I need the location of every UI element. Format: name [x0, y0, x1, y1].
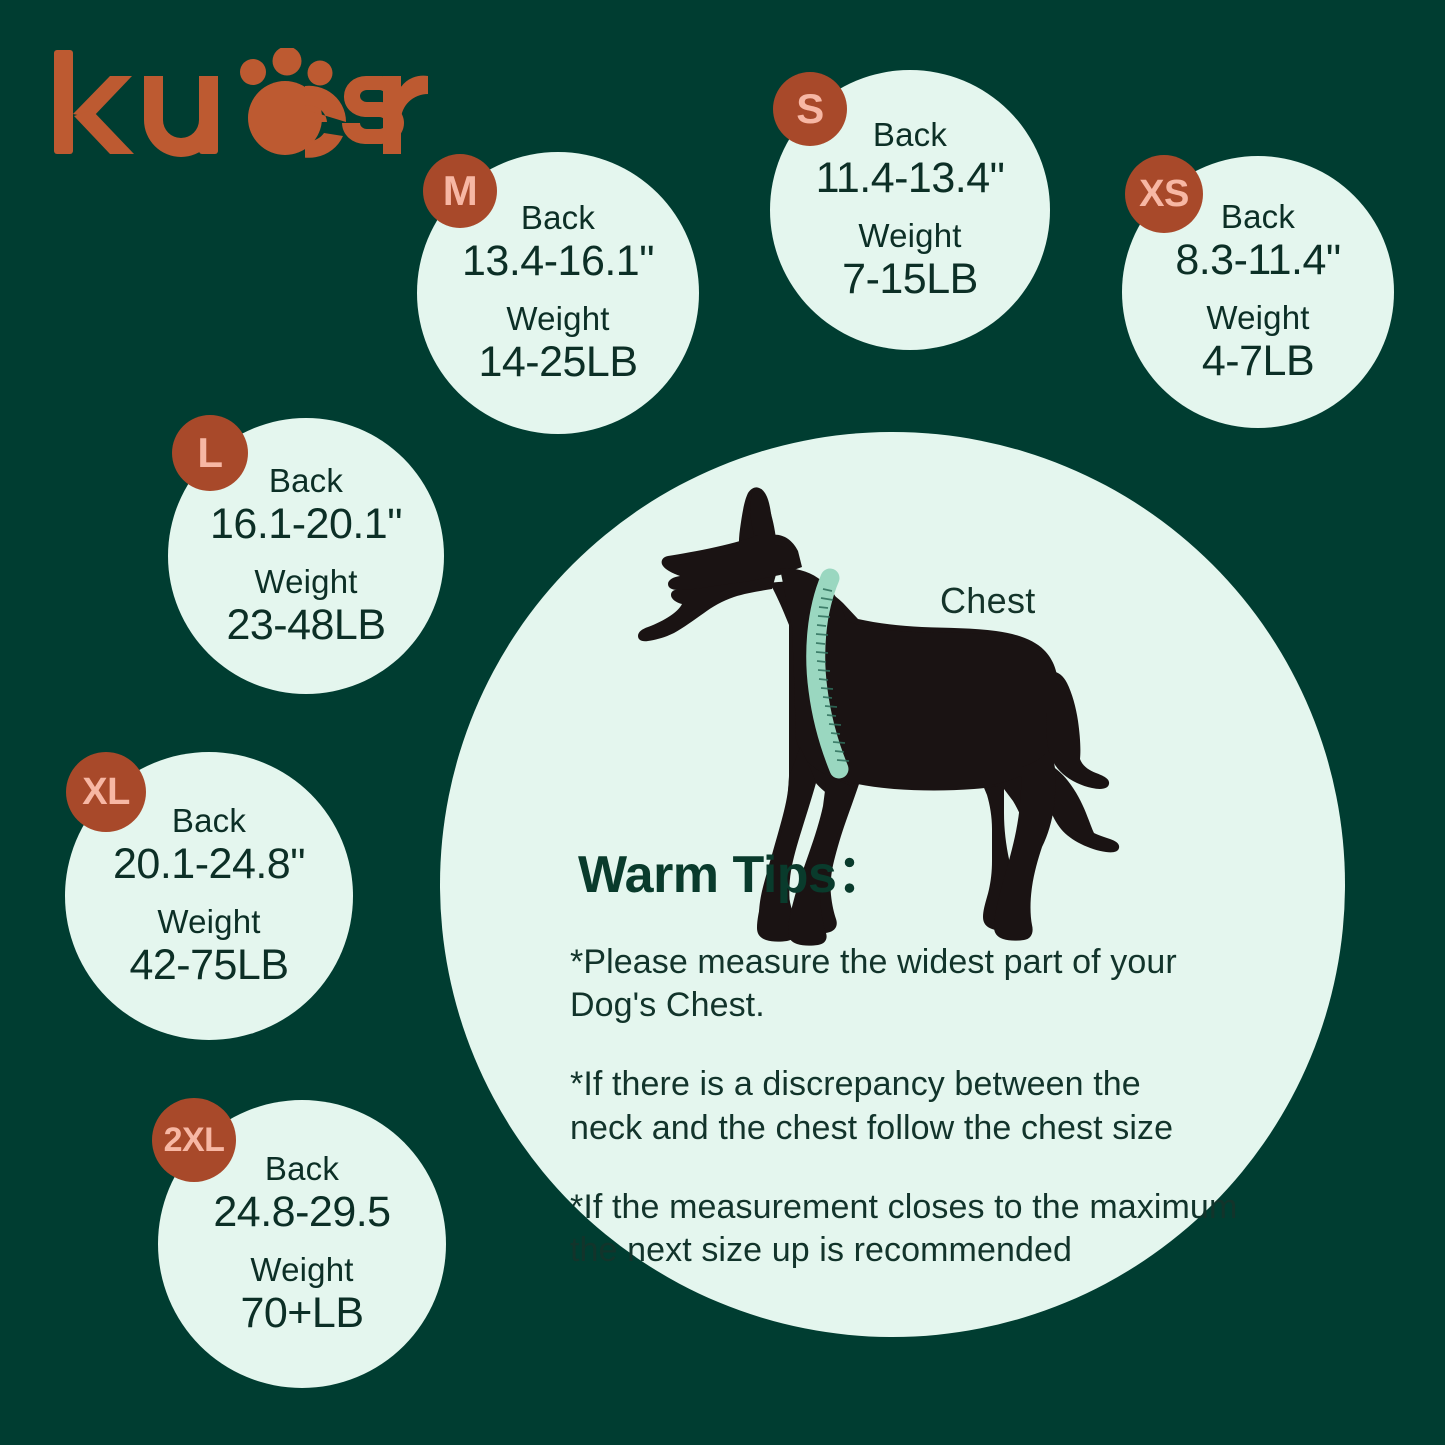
size-badge-s-text: S	[796, 85, 824, 132]
dog-silhouette-icon	[638, 487, 1120, 946]
size-badge-xl[interactable]: XL	[66, 752, 146, 832]
tip-item-2: *If there is a discrepancy between the n…	[570, 1065, 1174, 1147]
back-value-xs: 8.3-11.4"	[1175, 235, 1341, 284]
warm-tips-block: Warm Tips： *Please measure the widest pa…	[570, 832, 1310, 1272]
tip-item-3: *If the measurement closes to the maximu…	[570, 1187, 1238, 1269]
size-badge-m[interactable]: M	[423, 154, 497, 228]
weight-label-m: Weight	[506, 300, 610, 337]
weight-label-l: Weight	[254, 563, 358, 600]
back-value-l: 16.1-20.1"	[210, 499, 402, 548]
weight-value-xl: 42-75LB	[129, 940, 289, 989]
size-badge-xl-text: XL	[82, 770, 130, 813]
dog-silhouette	[630, 477, 1140, 952]
weight-label-xs: Weight	[1206, 299, 1310, 336]
logo-er-glyphs	[305, 75, 428, 158]
size-badge-xs[interactable]: XS	[1125, 155, 1203, 233]
size-badge-l[interactable]: L	[172, 415, 248, 491]
chest-label: Chest	[940, 580, 1036, 621]
back-label-2xl: Back	[264, 1149, 340, 1187]
weight-label-s: Weight	[858, 217, 962, 254]
back-value-m: 13.4-16.1"	[462, 236, 654, 285]
back-label-xs: Back	[1220, 197, 1296, 235]
size-badge-s[interactable]: S	[773, 72, 847, 146]
size-badge-l-text: L	[197, 429, 223, 476]
main-info-circle: Chest Warm Tips： *Please measure the wid…	[440, 432, 1345, 1337]
weight-value-xs: 4-7LB	[1201, 336, 1315, 385]
back-value-s: 11.4-13.4"	[815, 153, 1005, 202]
back-label-m: Back	[520, 198, 596, 236]
tape-measure-icon	[806, 568, 850, 779]
weight-value-m: 14-25LB	[478, 337, 638, 386]
weight-value-2xl: 70+LB	[240, 1288, 364, 1337]
back-label-l: Back	[268, 461, 344, 499]
weight-label-xl: Weight	[157, 903, 261, 940]
size-badge-xs-text: XS	[1139, 172, 1189, 215]
size-bubble-m[interactable]: Back 13.4-16.1" Weight 14-25LB	[417, 152, 699, 434]
back-label-xl: Back	[171, 801, 247, 839]
weight-value-l: 23-48LB	[226, 600, 386, 649]
size-badge-2xl-text: 2XL	[163, 1120, 225, 1159]
weight-value-s: 7-15LB	[842, 254, 978, 303]
back-value-xl: 20.1-24.8"	[113, 839, 305, 888]
warm-tips-title: Warm Tips：	[578, 846, 888, 904]
size-bubble-2xl[interactable]: Back 24.8-29.5 Weight 70+LB	[158, 1100, 446, 1388]
tip-item-1: *Please measure the widest part of your …	[570, 943, 1177, 1025]
back-label-s: Back	[872, 115, 948, 153]
weight-label-2xl: Weight	[250, 1251, 354, 1288]
back-value-2xl: 24.8-29.5	[213, 1187, 391, 1236]
size-badge-2xl[interactable]: 2XL	[152, 1098, 236, 1182]
size-badge-m-text: M	[442, 167, 478, 214]
